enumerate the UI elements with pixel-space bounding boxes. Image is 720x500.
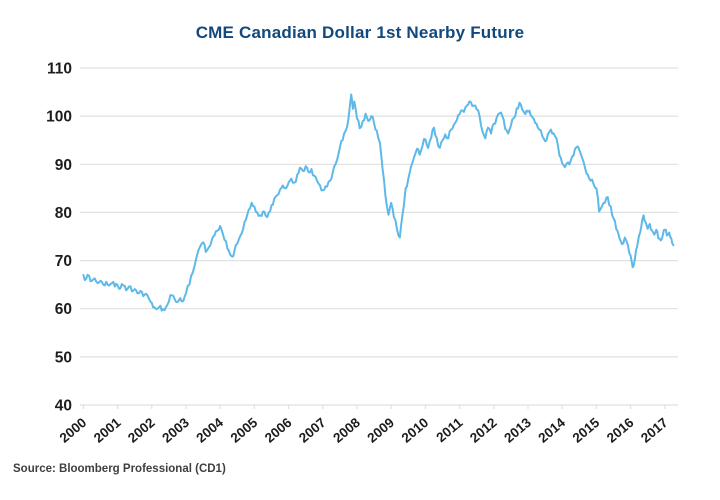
x-tick-label-2002: 2002 <box>125 415 158 446</box>
x-tick-label-2013: 2013 <box>501 415 534 446</box>
price-line <box>82 93 675 312</box>
source-note: Source: Bloomberg Professional (CD1) <box>13 463 226 475</box>
y-tick-label-60: 60 <box>55 301 72 318</box>
y-tick-label-80: 80 <box>55 205 72 222</box>
x-tick-label-2001: 2001 <box>91 415 124 446</box>
x-tick-label-2014: 2014 <box>535 415 568 446</box>
y-tick-label-100: 100 <box>46 109 72 126</box>
x-tick-label-2009: 2009 <box>364 415 397 446</box>
y-tick-label-110: 110 <box>47 61 72 78</box>
x-tick-label-2000: 2000 <box>57 415 90 446</box>
x-tick-label-2016: 2016 <box>604 415 637 446</box>
x-tick-label-2017: 2017 <box>638 415 671 446</box>
y-tick-label-50: 50 <box>55 349 72 366</box>
x-tick-label-2004: 2004 <box>193 415 226 446</box>
y-tick-label-90: 90 <box>55 157 72 174</box>
x-tick-label-2007: 2007 <box>296 415 329 446</box>
chart-title: CME Canadian Dollar 1st Nearby Future <box>195 23 525 42</box>
y-tick-label-40: 40 <box>55 398 72 415</box>
x-tick-label-2003: 2003 <box>159 415 192 446</box>
x-tick-label-2012: 2012 <box>467 415 500 446</box>
y-tick-label-70: 70 <box>55 253 72 270</box>
x-tick-label-2005: 2005 <box>228 415 261 446</box>
x-tick-label-2015: 2015 <box>570 415 603 446</box>
x-tick-label-2010: 2010 <box>399 415 432 446</box>
x-tick-label-2008: 2008 <box>330 415 363 446</box>
x-tick-label-2006: 2006 <box>262 415 295 446</box>
x-tick-label-2011: 2011 <box>433 414 465 445</box>
